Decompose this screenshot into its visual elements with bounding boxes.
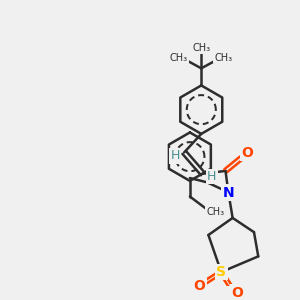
Text: CH₃: CH₃ [192, 43, 210, 53]
Text: H: H [207, 170, 217, 183]
Text: H: H [170, 149, 180, 162]
Text: N: N [223, 186, 234, 200]
Text: O: O [232, 286, 243, 300]
Text: CH₃: CH₃ [170, 52, 188, 62]
Text: CH₃: CH₃ [206, 207, 225, 217]
Text: O: O [194, 279, 205, 293]
Text: CH₃: CH₃ [214, 52, 232, 62]
Text: S: S [216, 265, 226, 279]
Text: O: O [242, 146, 254, 160]
